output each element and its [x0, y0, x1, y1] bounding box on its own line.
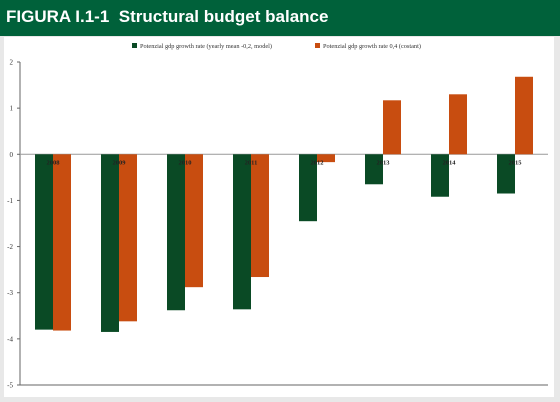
- bar-green-2014: [431, 154, 449, 197]
- legend-swatch-1: [315, 43, 320, 48]
- bar-green-2010: [167, 154, 185, 311]
- bar-orange-2011: [251, 154, 269, 278]
- x-category-label: 2015: [509, 159, 523, 166]
- bar-green-2015: [497, 154, 515, 194]
- legend-label-0: Potenzial gdp growth rate (yearly mean -…: [140, 43, 272, 50]
- y-tick-label: 0: [10, 151, 14, 159]
- bar-orange-2010: [185, 154, 203, 288]
- bar-orange-2008: [53, 154, 71, 331]
- y-tick-label: -2: [7, 243, 13, 251]
- bar-green-2012: [299, 154, 317, 222]
- bar-orange-2013: [383, 100, 401, 155]
- chart-panel: 2 1 0 -1 -2 -3 -4 -5 2008 2009 2010 2011 2012 2013 201…: [4, 37, 554, 397]
- y-tick-label: -1: [7, 197, 13, 205]
- x-category-label: 2013: [377, 159, 391, 166]
- x-category-label: 2008: [47, 159, 61, 166]
- y-tick-label: 1: [10, 105, 14, 113]
- figure-label: FIGURA I.1-1: [6, 7, 110, 26]
- legend-swatch-0: [132, 43, 137, 48]
- x-category-label: 2009: [113, 159, 127, 166]
- bar-green-2011: [233, 154, 251, 310]
- x-category-label: 2010: [179, 159, 192, 166]
- x-category-label: 2012: [311, 159, 324, 166]
- y-tick-label: -3: [7, 289, 13, 297]
- bar-green-2013: [365, 154, 383, 185]
- bar-green-2008: [35, 154, 53, 330]
- x-category-label: 2011: [245, 159, 258, 166]
- figure-header: FIGURA I.1-1 Structural budget balance: [0, 0, 560, 36]
- bar-orange-2012: [317, 154, 335, 163]
- bar-green-2009: [101, 154, 119, 332]
- y-tick-label: -4: [7, 335, 13, 343]
- bar-chart: 2 1 0 -1 -2 -3 -4 -5 2008 2009 2010 2011 2012 2013 201…: [7, 43, 548, 390]
- x-category-label: 2014: [443, 159, 457, 166]
- figure-title: FIGURA I.1-1 Structural budget balance: [6, 7, 328, 27]
- y-tick-label: -5: [7, 382, 13, 390]
- bar-orange-2014: [449, 94, 467, 155]
- bar-orange-2015: [515, 76, 533, 155]
- y-tick-label: 2: [10, 59, 14, 67]
- chart-title: Structural budget balance: [118, 7, 329, 26]
- legend-label-1: Potenzial gdp growth rate 0,4 (costant): [323, 43, 421, 50]
- bar-orange-2009: [119, 154, 137, 322]
